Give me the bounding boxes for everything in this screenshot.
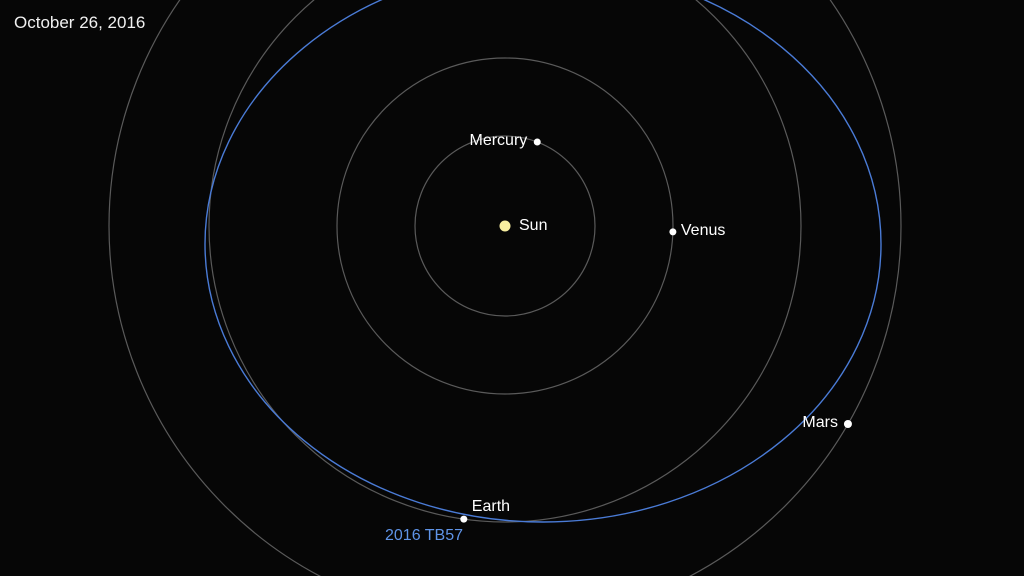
mars-label: Mars: [802, 415, 838, 431]
earth-orbit: [209, 0, 801, 522]
sun-label: Sun: [519, 218, 547, 234]
venus-label: Venus: [681, 223, 725, 239]
earth-dot: [460, 516, 467, 523]
venus-dot: [669, 228, 676, 235]
date-label: October 26, 2016: [14, 14, 145, 31]
2016-tb57-orbit: [205, 0, 881, 522]
orbit-diagram: October 26, 2016 2016 TB57 Mercury Venus E…: [0, 0, 1024, 576]
sun-dot: [500, 221, 511, 232]
asteroid-label: 2016 TB57: [385, 528, 463, 544]
mars-dot: [844, 420, 852, 428]
mercury-label: Mercury: [469, 133, 527, 149]
earth-label: Earth: [472, 499, 510, 515]
orbit-svg: [0, 0, 1024, 576]
mars-orbit: [109, 0, 901, 576]
mercury-dot: [534, 138, 541, 145]
